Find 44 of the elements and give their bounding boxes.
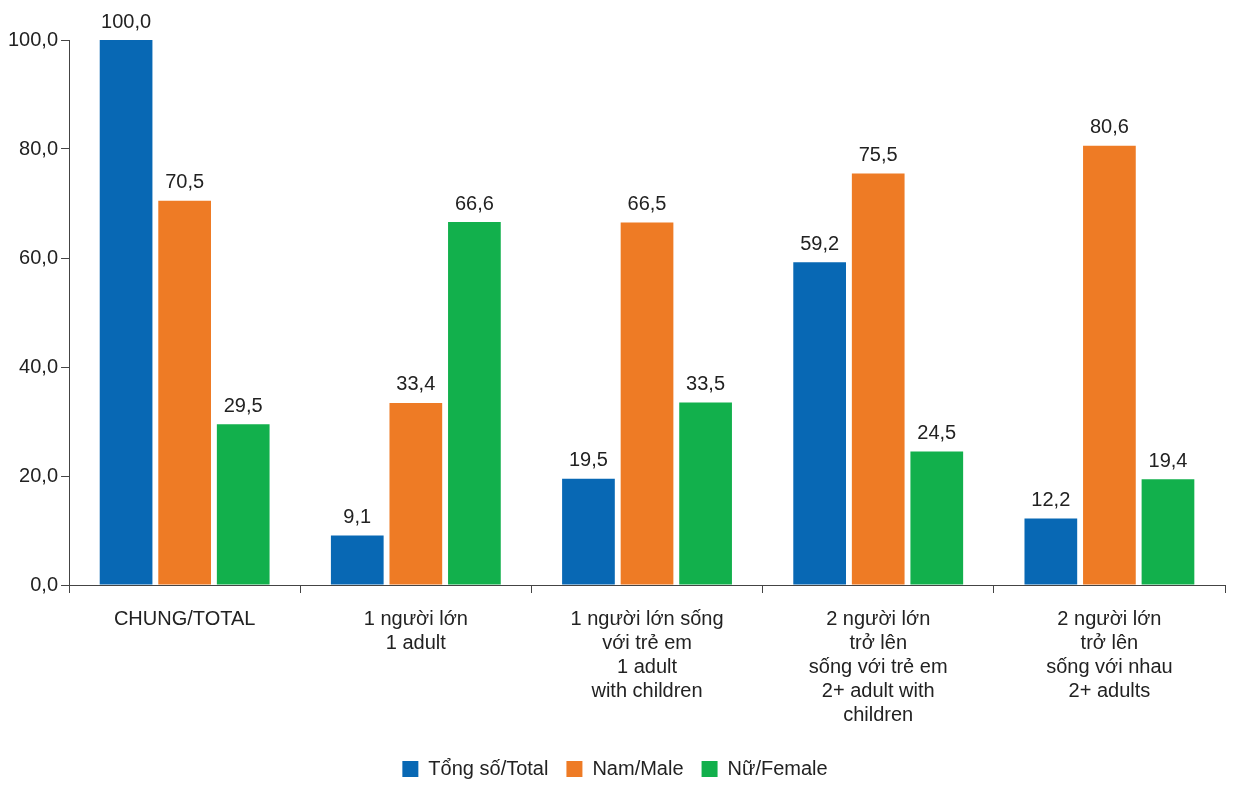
y-tick-label: 0,0 xyxy=(30,572,59,595)
data-label: 66,5 xyxy=(627,192,667,215)
bar xyxy=(330,535,384,585)
bar xyxy=(1141,479,1195,585)
y-tick-label: 100,0 xyxy=(7,27,59,50)
data-label: 33,4 xyxy=(396,372,436,395)
bar xyxy=(910,451,964,585)
legend-label: Nam/Male xyxy=(592,756,684,779)
data-label: 19,5 xyxy=(568,448,608,471)
data-label: 29,5 xyxy=(223,393,263,416)
bar xyxy=(216,424,270,585)
bar xyxy=(389,402,443,585)
data-label: 9,1 xyxy=(343,504,372,527)
bar xyxy=(158,200,211,585)
bar xyxy=(793,262,846,585)
bar xyxy=(448,222,501,585)
y-tick-label: 60,0 xyxy=(19,245,59,268)
bar xyxy=(620,222,674,585)
bar xyxy=(99,40,153,585)
y-tick-label: 80,0 xyxy=(19,136,59,159)
bar xyxy=(679,402,732,585)
x-tick-label: 2 người lớn trở lên sống với nhau 2+ adults xyxy=(1046,606,1173,701)
legend-label: Tổng số/Total xyxy=(428,756,549,779)
y-tick-label: 20,0 xyxy=(19,463,59,486)
bar xyxy=(1083,145,1136,585)
data-label: 70,5 xyxy=(165,170,205,193)
x-tick-label: 2 người lớn trở lên sống với trẻ em 2+ adult with children xyxy=(808,606,948,725)
data-label: 24,5 xyxy=(917,420,957,443)
data-label: 66,6 xyxy=(454,191,494,214)
data-label: 19,4 xyxy=(1148,448,1188,471)
bar xyxy=(562,478,615,585)
x-tick-label: 1 người lớn sống với trẻ em 1 adult with children xyxy=(570,606,724,701)
bar xyxy=(851,173,905,585)
data-label: 100,0 xyxy=(101,9,152,32)
data-label: 80,6 xyxy=(1089,115,1129,138)
data-label: 33,5 xyxy=(686,371,726,394)
x-tick-label: 1 người lớn 1 adult xyxy=(363,606,468,653)
legend-label: Nữ/Female xyxy=(727,756,828,779)
data-label: 12,2 xyxy=(1031,488,1071,511)
data-label: 59,2 xyxy=(800,231,840,254)
data-label: 75,5 xyxy=(858,143,898,166)
x-tick-label: CHUNG/TOTAL xyxy=(113,606,256,629)
bar xyxy=(1024,518,1078,585)
y-tick-label: 40,0 xyxy=(19,354,59,377)
